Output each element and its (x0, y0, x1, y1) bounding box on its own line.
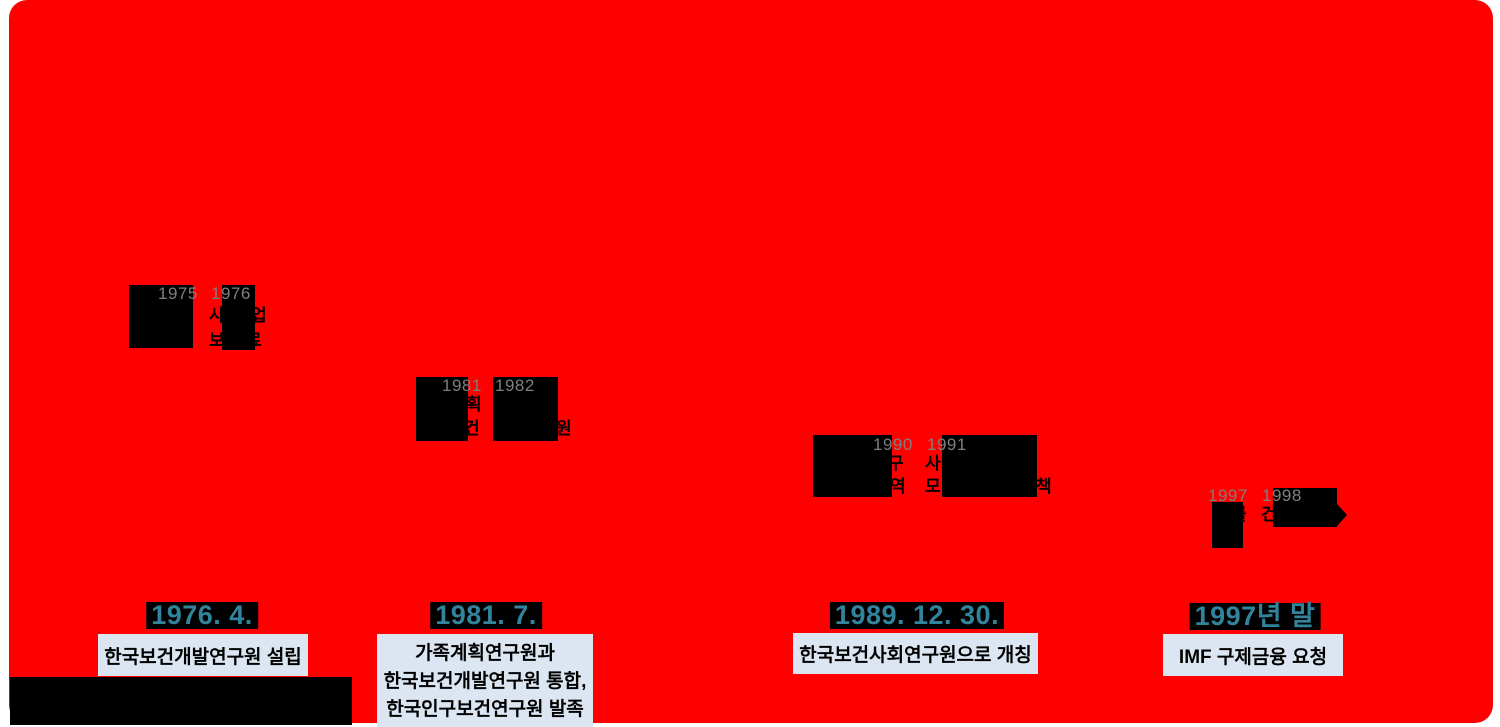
text-fragment: 건 (464, 419, 480, 438)
year-label: 1975 (158, 284, 198, 303)
date-badge: 1997년 말 (1189, 603, 1321, 630)
image-placeholder (416, 377, 468, 441)
year-label: 1990 (873, 435, 913, 454)
text-fragment: 역 (890, 477, 906, 496)
image-placeholder (813, 435, 892, 497)
text-fragment: 책 (1036, 477, 1052, 496)
description-panel: 한국보건사회연구원으로 개칭 (793, 633, 1038, 674)
text-fragment: 원 (556, 419, 572, 438)
description-text: 한국보건개발연구원 통합, (383, 671, 587, 692)
description-text: IMF 구제금융 요청 (1178, 646, 1328, 668)
image-placeholder (942, 435, 1037, 497)
year-label: 1997 (1208, 486, 1248, 505)
year-label: 1998 (1262, 486, 1302, 505)
text-fragment: 업 (251, 306, 267, 325)
date-badge: 1989. 12. 30. (829, 602, 1005, 629)
text-fragment: 획 (466, 395, 482, 414)
image-placeholder (1212, 502, 1243, 548)
description-text: 한국보건사회연구원으로 개칭 (799, 645, 1032, 666)
description-panel: IMF 구제금융 요청 (1163, 634, 1343, 676)
text-fragment: 구 (888, 454, 904, 473)
text-fragment: 료 (246, 331, 262, 350)
description-panel: 가족계획연구원과 한국보건개발연구원 통합, 한국인구보건연구원 발족 (377, 634, 593, 727)
year-label: 1982 (495, 376, 535, 395)
description-text: 한국인구보건연구원 발족 (386, 699, 584, 720)
description-panel: 한국보건개발연구원 설립 (98, 634, 308, 676)
year-label: 1991 (927, 435, 967, 454)
date-badge: 1976. 4. (146, 602, 258, 629)
image-placeholder (222, 285, 255, 350)
redacted-block (10, 677, 352, 725)
text-fragment: 건 (1261, 505, 1277, 524)
description-text: 가족계획연구원과 (415, 643, 555, 664)
text-fragment: 사 (925, 454, 941, 473)
image-placeholder (493, 377, 558, 441)
image-placeholder (1273, 488, 1337, 527)
year-label: 1976 (211, 284, 251, 303)
description-text: 한국보건개발연구원 설립 (104, 646, 302, 668)
text-fragment: 모 (925, 477, 941, 496)
date-badge: 1981. 7. (430, 602, 542, 629)
text-fragment: 사 (209, 306, 225, 325)
year-label: 1981 (442, 376, 482, 395)
image-placeholder (129, 285, 193, 348)
text-fragment: 보 (209, 331, 225, 350)
arrow-right-icon (1337, 504, 1347, 526)
